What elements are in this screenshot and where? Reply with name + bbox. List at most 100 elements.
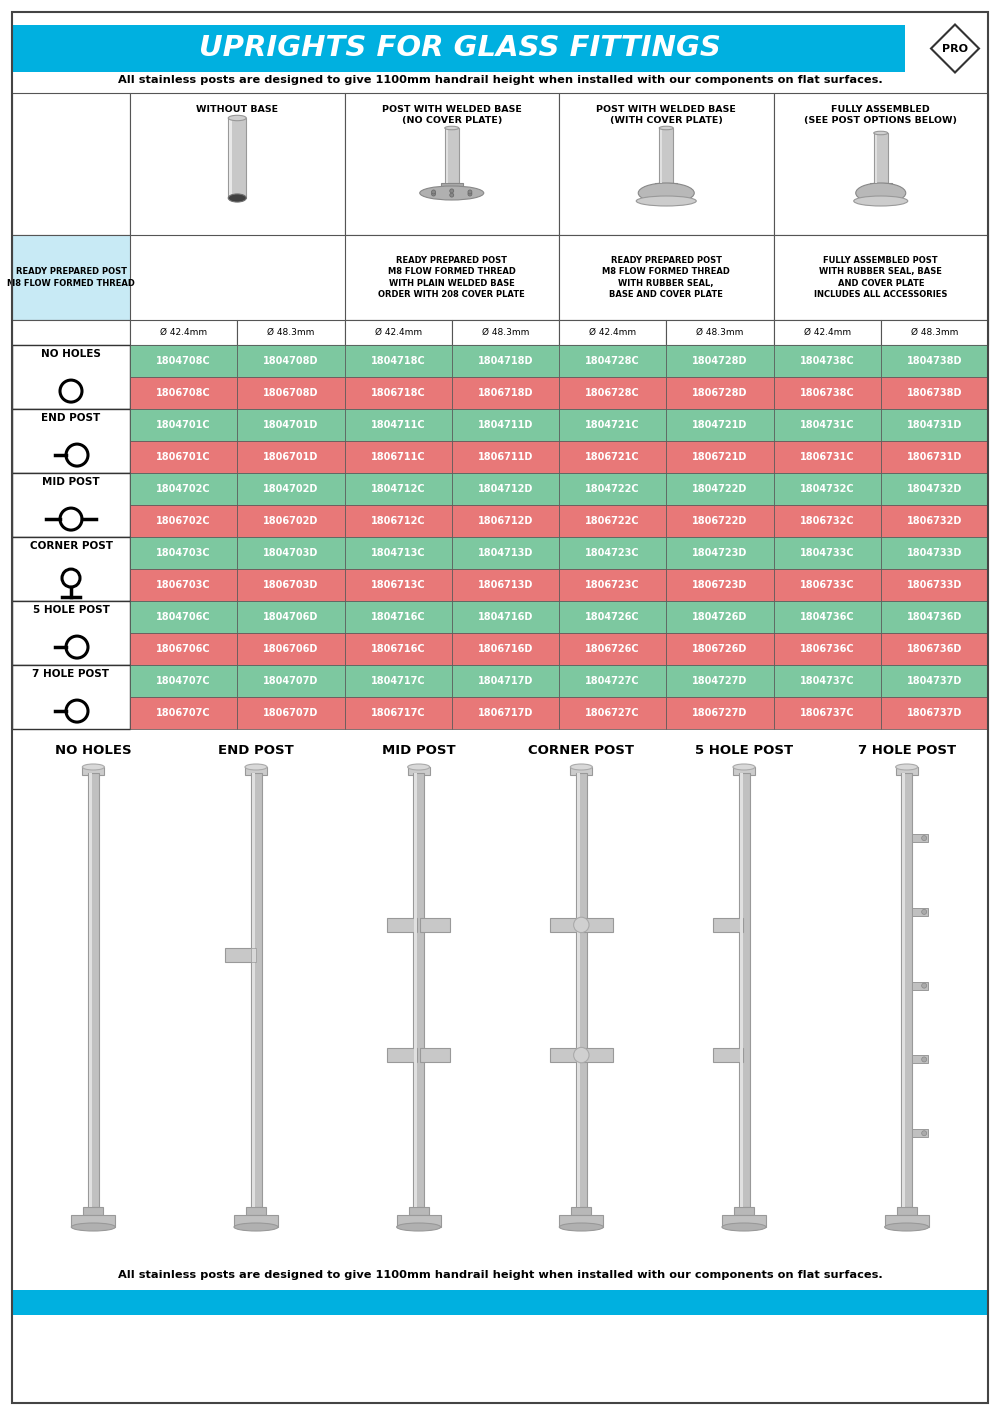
Bar: [344, 93, 559, 235]
Bar: [413, 773, 424, 1207]
Bar: [559, 345, 666, 376]
Text: 1806702D: 1806702D: [263, 516, 319, 526]
Bar: [577, 773, 580, 1207]
Bar: [550, 1049, 580, 1063]
Text: 1806738D: 1806738D: [907, 388, 962, 398]
Text: 1806717D: 1806717D: [478, 708, 533, 717]
Circle shape: [450, 188, 454, 192]
Bar: [881, 569, 988, 601]
Text: 1804722D: 1804722D: [692, 484, 748, 494]
Bar: [666, 409, 774, 441]
Ellipse shape: [445, 126, 459, 130]
Bar: [666, 505, 774, 538]
Bar: [252, 773, 255, 1207]
Bar: [452, 473, 559, 505]
Bar: [559, 441, 666, 473]
Text: 7 HOLE POST: 7 HOLE POST: [32, 669, 110, 679]
Bar: [130, 505, 237, 538]
Bar: [246, 1207, 266, 1215]
Bar: [344, 698, 452, 729]
Text: 1806727D: 1806727D: [692, 708, 748, 717]
Bar: [237, 505, 344, 538]
Text: 1806718C: 1806718C: [371, 388, 426, 398]
Ellipse shape: [420, 185, 484, 200]
Bar: [452, 665, 559, 698]
Bar: [89, 773, 92, 1207]
Text: Ø 48.3mm: Ø 48.3mm: [267, 328, 315, 337]
Text: Ø 48.3mm: Ø 48.3mm: [911, 328, 958, 337]
Text: 1804738C: 1804738C: [800, 357, 854, 366]
Ellipse shape: [559, 1223, 603, 1231]
Text: 1804736C: 1804736C: [800, 613, 854, 623]
Text: 1806718D: 1806718D: [478, 388, 533, 398]
Text: 1804732D: 1804732D: [907, 484, 962, 494]
Text: 1806726C: 1806726C: [585, 644, 640, 654]
Text: 1804723D: 1804723D: [692, 548, 748, 558]
Bar: [130, 345, 237, 376]
Bar: [774, 320, 881, 345]
Bar: [559, 698, 666, 729]
Bar: [130, 538, 237, 569]
Bar: [912, 908, 928, 916]
Text: 1806732C: 1806732C: [800, 516, 854, 526]
Text: 1804708C: 1804708C: [156, 357, 211, 366]
Bar: [896, 767, 918, 775]
Text: 1804713C: 1804713C: [371, 548, 425, 558]
Bar: [344, 633, 452, 665]
Bar: [583, 1049, 613, 1063]
Text: 1804727C: 1804727C: [585, 676, 640, 686]
Text: 1806712D: 1806712D: [478, 516, 533, 526]
Text: 1806706C: 1806706C: [156, 644, 211, 654]
Bar: [452, 601, 559, 633]
Bar: [446, 127, 448, 183]
Bar: [559, 665, 666, 698]
Bar: [344, 665, 452, 698]
Text: 1806731C: 1806731C: [800, 451, 854, 463]
Text: POST WITH WELDED BASE
(WITH COVER PLATE): POST WITH WELDED BASE (WITH COVER PLATE): [596, 105, 736, 125]
Text: 1804711C: 1804711C: [371, 420, 425, 430]
Bar: [881, 409, 988, 441]
Bar: [237, 320, 344, 345]
Text: 1804707D: 1804707D: [263, 676, 319, 686]
Text: 1806711C: 1806711C: [371, 451, 425, 463]
Bar: [712, 1049, 742, 1063]
Text: 1804716D: 1804716D: [478, 613, 533, 623]
Bar: [130, 569, 237, 601]
Bar: [452, 505, 559, 538]
Text: 1804731C: 1804731C: [800, 420, 854, 430]
Circle shape: [450, 192, 454, 197]
Text: All stainless posts are designed to give 1100mm handrail height when installed w: All stainless posts are designed to give…: [118, 1271, 882, 1281]
Text: 1804701C: 1804701C: [156, 420, 211, 430]
Text: 1804703C: 1804703C: [156, 548, 211, 558]
Bar: [666, 538, 774, 569]
Bar: [237, 698, 344, 729]
Text: 1806723C: 1806723C: [585, 580, 640, 590]
Bar: [666, 601, 774, 633]
Bar: [452, 569, 559, 601]
Bar: [414, 773, 417, 1207]
Bar: [897, 1207, 917, 1215]
Bar: [452, 320, 559, 345]
Bar: [912, 1056, 928, 1064]
Bar: [229, 117, 232, 198]
Bar: [237, 376, 344, 409]
Bar: [130, 473, 237, 505]
Bar: [12, 601, 130, 665]
Text: 1804736D: 1804736D: [907, 613, 962, 623]
Text: FULLY ASSEMBLED
(SEE POST OPTIONS BELOW): FULLY ASSEMBLED (SEE POST OPTIONS BELOW): [804, 105, 957, 125]
Bar: [452, 345, 559, 376]
Bar: [344, 409, 452, 441]
Text: 1806701C: 1806701C: [156, 451, 211, 463]
Bar: [559, 1215, 603, 1227]
Bar: [12, 665, 130, 729]
Text: 1806707D: 1806707D: [263, 708, 319, 717]
Bar: [237, 665, 344, 698]
Text: 1806726D: 1806726D: [692, 644, 748, 654]
Ellipse shape: [408, 764, 430, 770]
Circle shape: [574, 917, 589, 932]
Bar: [774, 441, 881, 473]
Text: 1804728C: 1804728C: [585, 357, 640, 366]
Text: 1806737D: 1806737D: [907, 708, 962, 717]
Bar: [774, 473, 881, 505]
Bar: [452, 698, 559, 729]
